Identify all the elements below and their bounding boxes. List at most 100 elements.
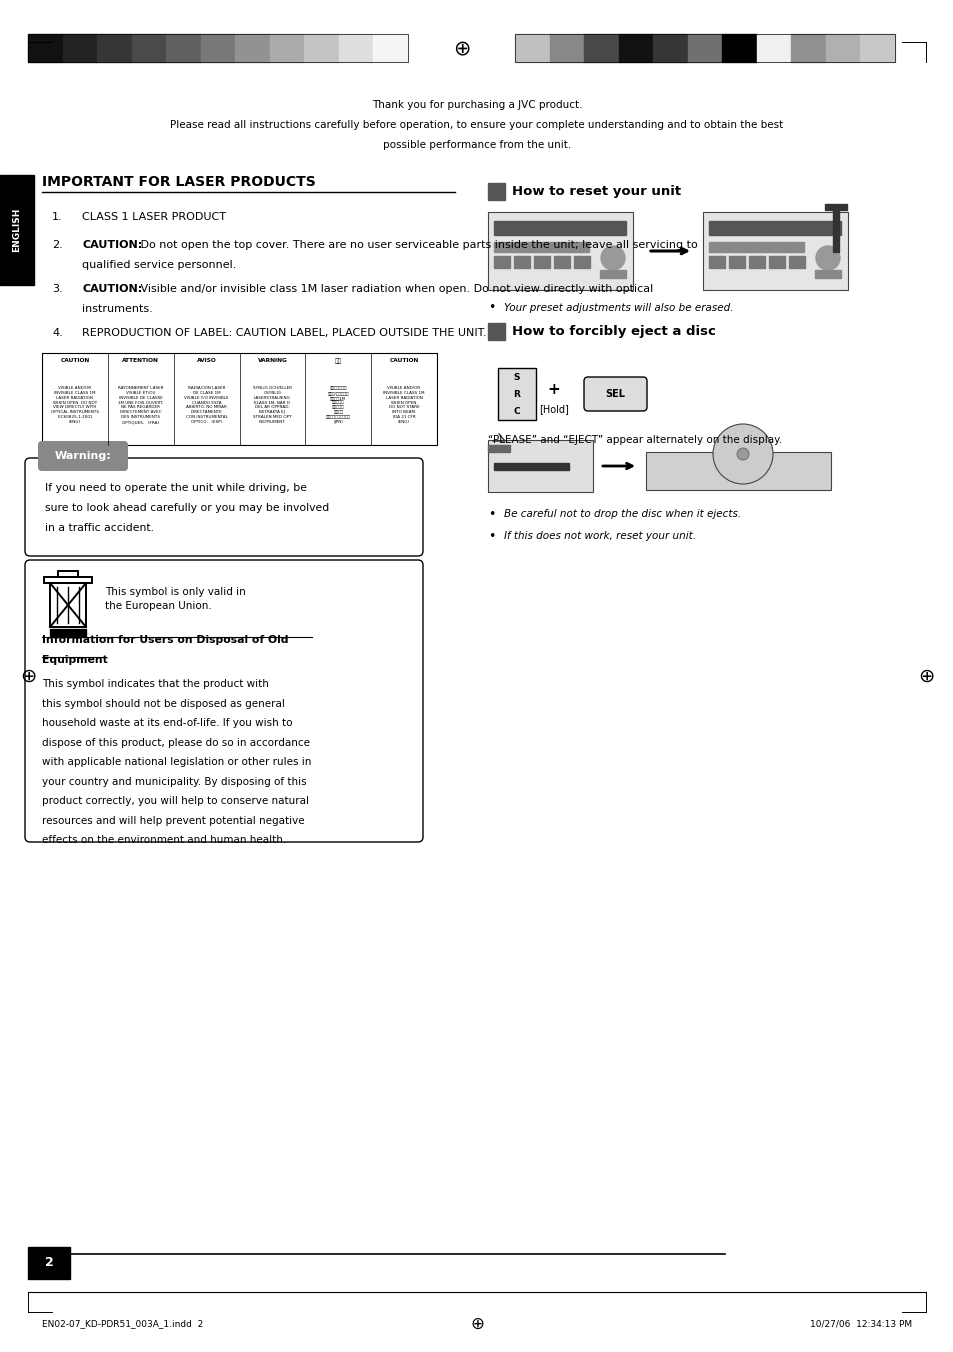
Text: in a traffic accident.: in a traffic accident.: [45, 523, 153, 533]
Text: If you need to operate the unit while driving, be: If you need to operate the unit while dr…: [45, 483, 307, 493]
Text: Warning:: Warning:: [54, 452, 112, 461]
Text: resources and will help prevent potential negative: resources and will help prevent potentia…: [42, 815, 304, 826]
Bar: [618, 34, 653, 62]
Bar: [788, 256, 804, 268]
Text: Be careful not to drop the disc when it ejects.: Be careful not to drop the disc when it …: [503, 508, 740, 519]
Bar: [488, 212, 633, 289]
Text: RADIACION LASER
DE CLASE 1M
VISIBLE Y/O INVISIBLE
CUANDO ESTA
ABIERTO. NO MIRAR
: RADIACION LASER DE CLASE 1M VISIBLE Y/O …: [184, 385, 229, 425]
Bar: [44, 577, 91, 583]
Text: [Hold]: [Hold]: [538, 404, 568, 414]
Bar: [653, 34, 687, 62]
FancyBboxPatch shape: [583, 377, 646, 411]
Bar: [860, 34, 894, 62]
Bar: [645, 452, 830, 489]
Text: 10/27/06  12:34:13 PM: 10/27/06 12:34:13 PM: [809, 1320, 911, 1329]
Text: 2.: 2.: [52, 241, 63, 250]
Text: If this does not work, reset your unit.: If this does not work, reset your unit.: [503, 531, 696, 541]
Bar: [534, 256, 550, 268]
Text: ここを開けると
および/または不視
のクラス1M
レーザー射
出します。
光学機器
で見ないでください。
(JPN): ここを開けると および/または不視 のクラス1M レーザー射 出します。 光学機…: [325, 385, 351, 425]
Bar: [28, 34, 408, 62]
Bar: [50, 583, 86, 627]
Text: SYNLIG OCH/ELLER
OSYNLIG
LASERSTRALNING
KLASS 1M, NAR D
DEL AR OPPNAD.
BETRAKTA : SYNLIG OCH/ELLER OSYNLIG LASERSTRALNING …: [253, 385, 292, 425]
Bar: [338, 34, 373, 62]
Bar: [28, 1247, 70, 1279]
Text: product correctly, you will help to conserve natural: product correctly, you will help to cons…: [42, 796, 309, 806]
Text: CLASS 1 LASER PRODUCT: CLASS 1 LASER PRODUCT: [82, 212, 226, 222]
Text: ⊕: ⊕: [20, 667, 36, 685]
Bar: [28, 34, 63, 62]
Bar: [494, 220, 625, 235]
Text: 3.: 3.: [52, 284, 63, 293]
Text: “PLEASE” and “EJECT” appear alternately on the display.: “PLEASE” and “EJECT” appear alternately …: [488, 435, 781, 445]
Bar: [554, 256, 569, 268]
Text: IMPORTANT FOR LASER PRODUCTS: IMPORTANT FOR LASER PRODUCTS: [42, 174, 315, 189]
Text: your country and municipality. By disposing of this: your country and municipality. By dispos…: [42, 776, 306, 787]
Bar: [494, 462, 568, 470]
Text: Visible and/or invisible class 1M laser radiation when open. Do not view directl: Visible and/or invisible class 1M laser …: [137, 284, 653, 293]
Text: CAUTION: CAUTION: [60, 358, 90, 364]
Text: ⊕: ⊕: [470, 1315, 483, 1333]
Text: ENGLISH: ENGLISH: [12, 208, 22, 253]
Text: •: •: [488, 507, 495, 521]
Bar: [728, 256, 744, 268]
Text: SEL: SEL: [605, 389, 625, 399]
Bar: [814, 270, 841, 279]
Bar: [166, 34, 200, 62]
Text: This symbol indicates that the product with: This symbol indicates that the product w…: [42, 679, 269, 690]
Bar: [549, 34, 583, 62]
Text: qualified service personnel.: qualified service personnel.: [82, 260, 236, 270]
Text: VISIBLE AND/OR
INVISIBLE CLASS 1M
LASER RADIATION
WHEN OPEN.
DO NOT STARE
INTO B: VISIBLE AND/OR INVISIBLE CLASS 1M LASER …: [383, 385, 424, 425]
Text: REPRODUCTION OF LABEL: CAUTION LABEL, PLACED OUTSIDE THE UNIT.: REPRODUCTION OF LABEL: CAUTION LABEL, PL…: [82, 329, 486, 338]
Circle shape: [712, 425, 772, 484]
Bar: [756, 34, 791, 62]
Bar: [270, 34, 304, 62]
Circle shape: [600, 246, 624, 270]
Text: CAUTION: CAUTION: [389, 358, 418, 364]
Text: instruments.: instruments.: [82, 304, 152, 314]
Text: CAUTION:: CAUTION:: [82, 241, 142, 250]
Bar: [97, 34, 132, 62]
Text: Equipment: Equipment: [42, 654, 108, 665]
Bar: [494, 242, 588, 251]
FancyBboxPatch shape: [25, 458, 422, 556]
Bar: [58, 571, 78, 577]
Bar: [488, 183, 504, 200]
Bar: [488, 445, 510, 452]
Bar: [791, 34, 825, 62]
Text: RAYONNEMENT LASER
VISIBLE ET/OU
INVISIBLE DE CLASSE
1M UNE FOIS OUVERT.
NE PAS R: RAYONNEMENT LASER VISIBLE ET/OU INVISIBL…: [118, 385, 163, 425]
Bar: [832, 207, 838, 251]
Text: household waste at its end-of-life. If you wish to: household waste at its end-of-life. If y…: [42, 718, 293, 727]
Text: AVISO: AVISO: [196, 358, 216, 364]
Text: How to forcibly eject a disc: How to forcibly eject a disc: [512, 324, 715, 338]
Text: Please read all instructions carefully before operation, to ensure your complete: Please read all instructions carefully b…: [171, 120, 782, 130]
Text: sure to look ahead carefully or you may be involved: sure to look ahead carefully or you may …: [45, 503, 329, 512]
FancyBboxPatch shape: [38, 441, 128, 470]
Text: this symbol should not be disposed as general: this symbol should not be disposed as ge…: [42, 699, 285, 708]
Text: Thank you for purchasing a JVC product.: Thank you for purchasing a JVC product.: [372, 100, 581, 110]
Bar: [708, 220, 841, 235]
Bar: [574, 256, 589, 268]
Bar: [599, 270, 625, 279]
Text: dispose of this product, please do so in accordance: dispose of this product, please do so in…: [42, 737, 310, 748]
FancyBboxPatch shape: [25, 560, 422, 842]
Text: ⊕: ⊕: [453, 38, 470, 58]
Bar: [824, 204, 846, 210]
Text: 2: 2: [45, 1256, 53, 1270]
Text: VARNING: VARNING: [257, 358, 287, 364]
Bar: [583, 34, 618, 62]
Text: effects on the environment and human health.: effects on the environment and human hea…: [42, 836, 286, 845]
Bar: [748, 256, 764, 268]
Bar: [200, 34, 235, 62]
Circle shape: [815, 246, 840, 270]
Bar: [42, 353, 436, 445]
Bar: [50, 629, 86, 637]
Bar: [708, 256, 724, 268]
Text: R: R: [513, 389, 520, 399]
Bar: [235, 34, 270, 62]
Text: with applicable national legislation or other rules in: with applicable national legislation or …: [42, 757, 311, 767]
Text: •: •: [488, 530, 495, 542]
Text: How to reset your unit: How to reset your unit: [512, 185, 680, 197]
Text: possible performance from the unit.: possible performance from the unit.: [382, 141, 571, 150]
Text: 4.: 4.: [52, 329, 63, 338]
Bar: [768, 256, 784, 268]
